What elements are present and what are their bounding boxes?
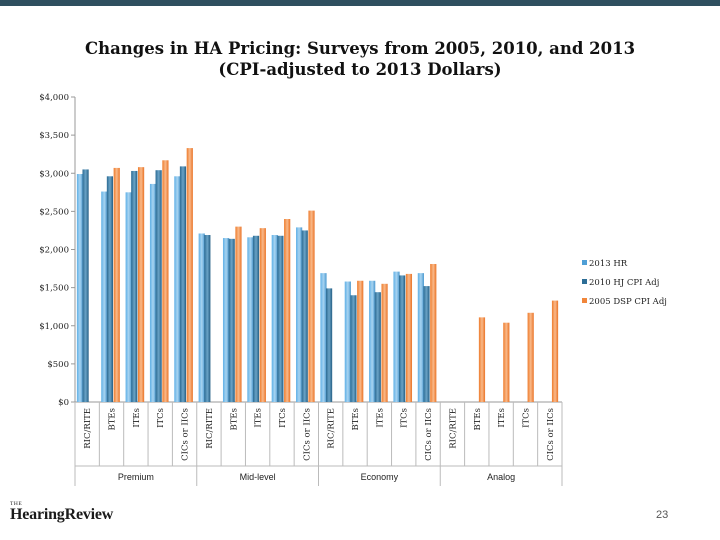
bar-2005-dsp-cpi-adj	[113, 167, 120, 402]
y-tick-label: $3,000	[39, 169, 69, 179]
y-tick-label: $4,000	[39, 93, 69, 103]
bar-2013-hr	[417, 273, 424, 402]
bar-2010-hj-cpi-adj	[325, 288, 333, 402]
y-tick-label: $0	[58, 398, 69, 408]
bar-2013-hr	[369, 280, 376, 402]
bar-2005-dsp-cpi-adj	[357, 280, 364, 402]
bar-2013-hr	[320, 273, 327, 402]
bar-2010-hj-cpi-adj	[277, 235, 284, 402]
bar-2013-hr	[198, 233, 205, 402]
category-label: CICs or IICs	[546, 408, 556, 461]
group-label: Mid-level	[240, 472, 276, 482]
y-tick-label: $2,500	[39, 207, 69, 217]
category-label: BTEs	[473, 408, 483, 430]
bar-2010-hj-cpi-adj	[155, 170, 162, 402]
bar-2013-hr	[222, 238, 230, 402]
group-label: Analog	[487, 472, 515, 482]
y-tick-label: $1,000	[39, 322, 69, 332]
category-label: ITEs	[497, 408, 507, 428]
legend-label: 2013 HR	[589, 259, 628, 269]
chart-title-line-1: Changes in HA Pricing: Surveys from 2005…	[84, 39, 636, 58]
y-tick-label: $1,500	[39, 284, 69, 294]
bar-2005-dsp-cpi-adj	[186, 148, 193, 402]
bar-2010-hj-cpi-adj	[106, 176, 114, 402]
bar-2005-dsp-cpi-adj	[430, 263, 437, 402]
bar-2010-hj-cpi-adj	[252, 235, 260, 402]
category-label: CICs or IICs	[424, 408, 434, 461]
page-number: 23	[656, 509, 669, 521]
y-tick-label: $3,500	[39, 131, 69, 141]
category-label: ITEs	[254, 408, 264, 428]
category-label: BTEs	[351, 408, 361, 430]
legend-label: 2005 DSP CPI Adj	[589, 297, 667, 307]
bar-2005-dsp-cpi-adj	[284, 219, 291, 402]
bar-2005-dsp-cpi-adj	[478, 317, 486, 402]
group-label: Premium	[118, 472, 154, 482]
category-label: CICs or IICs	[181, 408, 191, 461]
logo-text: HearingReview	[10, 506, 114, 523]
bar-2013-hr	[247, 237, 254, 402]
bar-2010-hj-cpi-adj	[399, 275, 406, 402]
bar-2013-hr	[174, 176, 181, 402]
bar-2013-hr	[101, 191, 108, 402]
bar-2005-dsp-cpi-adj	[137, 167, 145, 402]
bar-2005-dsp-cpi-adj	[235, 226, 242, 402]
category-label: RIC/RITE	[448, 408, 458, 449]
category-label: ITCs	[156, 408, 166, 428]
bar-2013-hr	[271, 235, 278, 402]
bar-2010-hj-cpi-adj	[228, 238, 235, 402]
category-label: BTEs	[229, 408, 239, 430]
logo-small-text: THE	[10, 501, 23, 507]
category-label: ITCs	[400, 408, 410, 428]
category-label: ITCs	[521, 408, 531, 428]
bar-2005-dsp-cpi-adj	[259, 228, 266, 402]
bar-2013-hr	[149, 183, 157, 402]
legend-label: 2010 HJ CPI Adj	[589, 278, 659, 288]
bar-2013-hr	[125, 192, 132, 402]
bar-2010-hj-cpi-adj	[179, 166, 187, 402]
bar-2005-dsp-cpi-adj	[405, 273, 413, 402]
chart-title-line-2: (CPI-adjusted to 2013 Dollars)	[218, 60, 502, 79]
legend-swatch	[582, 279, 587, 284]
category-label: RIC/RITE	[327, 408, 337, 449]
bar-2005-dsp-cpi-adj	[551, 300, 559, 402]
bar-2010-hj-cpi-adj	[131, 170, 138, 402]
group-label: Economy	[361, 472, 399, 482]
y-tick-label: $2,000	[39, 246, 69, 256]
hearing-review-logo: THE HearingReview	[10, 501, 114, 524]
bar-2005-dsp-cpi-adj	[503, 322, 510, 402]
legend-swatch	[582, 298, 587, 303]
bar-2005-dsp-cpi-adj	[527, 312, 534, 402]
category-label: ITCs	[278, 408, 288, 428]
bar-2010-hj-cpi-adj	[301, 230, 308, 402]
category-label: RIC/RITE	[83, 408, 93, 449]
y-tick-label: $500	[47, 360, 69, 370]
bar-2005-dsp-cpi-adj	[381, 283, 388, 402]
bar-2013-hr	[76, 174, 84, 402]
top-accent-bar	[0, 0, 720, 6]
bar-2005-dsp-cpi-adj	[162, 160, 169, 402]
bar-2010-hj-cpi-adj	[374, 292, 381, 402]
bar-2010-hj-cpi-adj	[204, 235, 211, 402]
chart-title: Changes in HA Pricing: Surveys from 2005…	[0, 38, 720, 80]
bar-2010-hj-cpi-adj	[350, 295, 357, 402]
bar-2005-dsp-cpi-adj	[308, 210, 315, 402]
category-label: CICs or IICs	[302, 408, 312, 461]
legend-swatch	[582, 260, 587, 265]
category-label: BTEs	[108, 408, 118, 430]
bar-2010-hj-cpi-adj	[423, 286, 430, 402]
bar-2013-hr	[393, 271, 400, 402]
bar-2013-hr	[344, 281, 351, 402]
category-label: ITEs	[132, 408, 142, 428]
category-label: ITEs	[375, 408, 385, 428]
category-label: RIC/RITE	[205, 408, 215, 449]
bar-2010-hj-cpi-adj	[82, 169, 89, 402]
bar-2013-hr	[296, 227, 303, 402]
